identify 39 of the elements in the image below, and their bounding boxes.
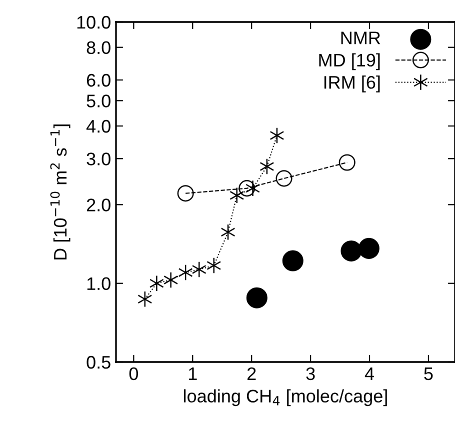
point (338, 154, 356, 171)
point (206, 257, 222, 274)
point (164, 272, 178, 288)
y-tick-label: 6.0 (86, 74, 110, 87)
x-axis-title: loading CH$_{4}$ [molec/cage] (184, 389, 387, 406)
point (282, 250, 304, 272)
point (270, 127, 284, 144)
x-tick-label: 1 (189, 368, 197, 380)
point (238, 180, 256, 197)
x-tick-label: 4 (364, 368, 374, 380)
x-tick-label: 3 (306, 367, 315, 380)
y-tick-label: 5.0 (86, 94, 110, 108)
point (192, 261, 206, 278)
x-tick-label: 2 (247, 367, 256, 380)
x-tick-label: 5 (424, 368, 433, 380)
point (246, 287, 268, 308)
y-tick-label: 1.0 (87, 277, 110, 290)
point (138, 290, 152, 308)
point (276, 170, 292, 187)
point (260, 158, 274, 175)
point (149, 275, 164, 292)
y-tick-label: 2.0 (86, 198, 110, 212)
legend-label: IRM [6] (324, 76, 380, 92)
legend-label: NMR (341, 32, 380, 44)
point (230, 187, 244, 204)
y-axis-title: D [10$^{−10}$ m$^{2}$ s$^{−1}$] (50, 124, 70, 260)
point (358, 238, 380, 259)
legend-label: MD [19] (319, 53, 380, 70)
point (178, 264, 193, 281)
y-tick-label: 8.0 (86, 41, 110, 54)
point (220, 224, 236, 240)
y-tick-label: 0.5 (86, 356, 110, 369)
x-tick-label: 0 (129, 367, 138, 380)
y-tick-label: 4.0 (86, 120, 110, 133)
y-tick-label: 3.0 (86, 152, 110, 166)
point (246, 180, 260, 197)
point (340, 240, 362, 262)
point (177, 185, 194, 202)
y-tick-label: 10.0 (77, 16, 110, 29)
